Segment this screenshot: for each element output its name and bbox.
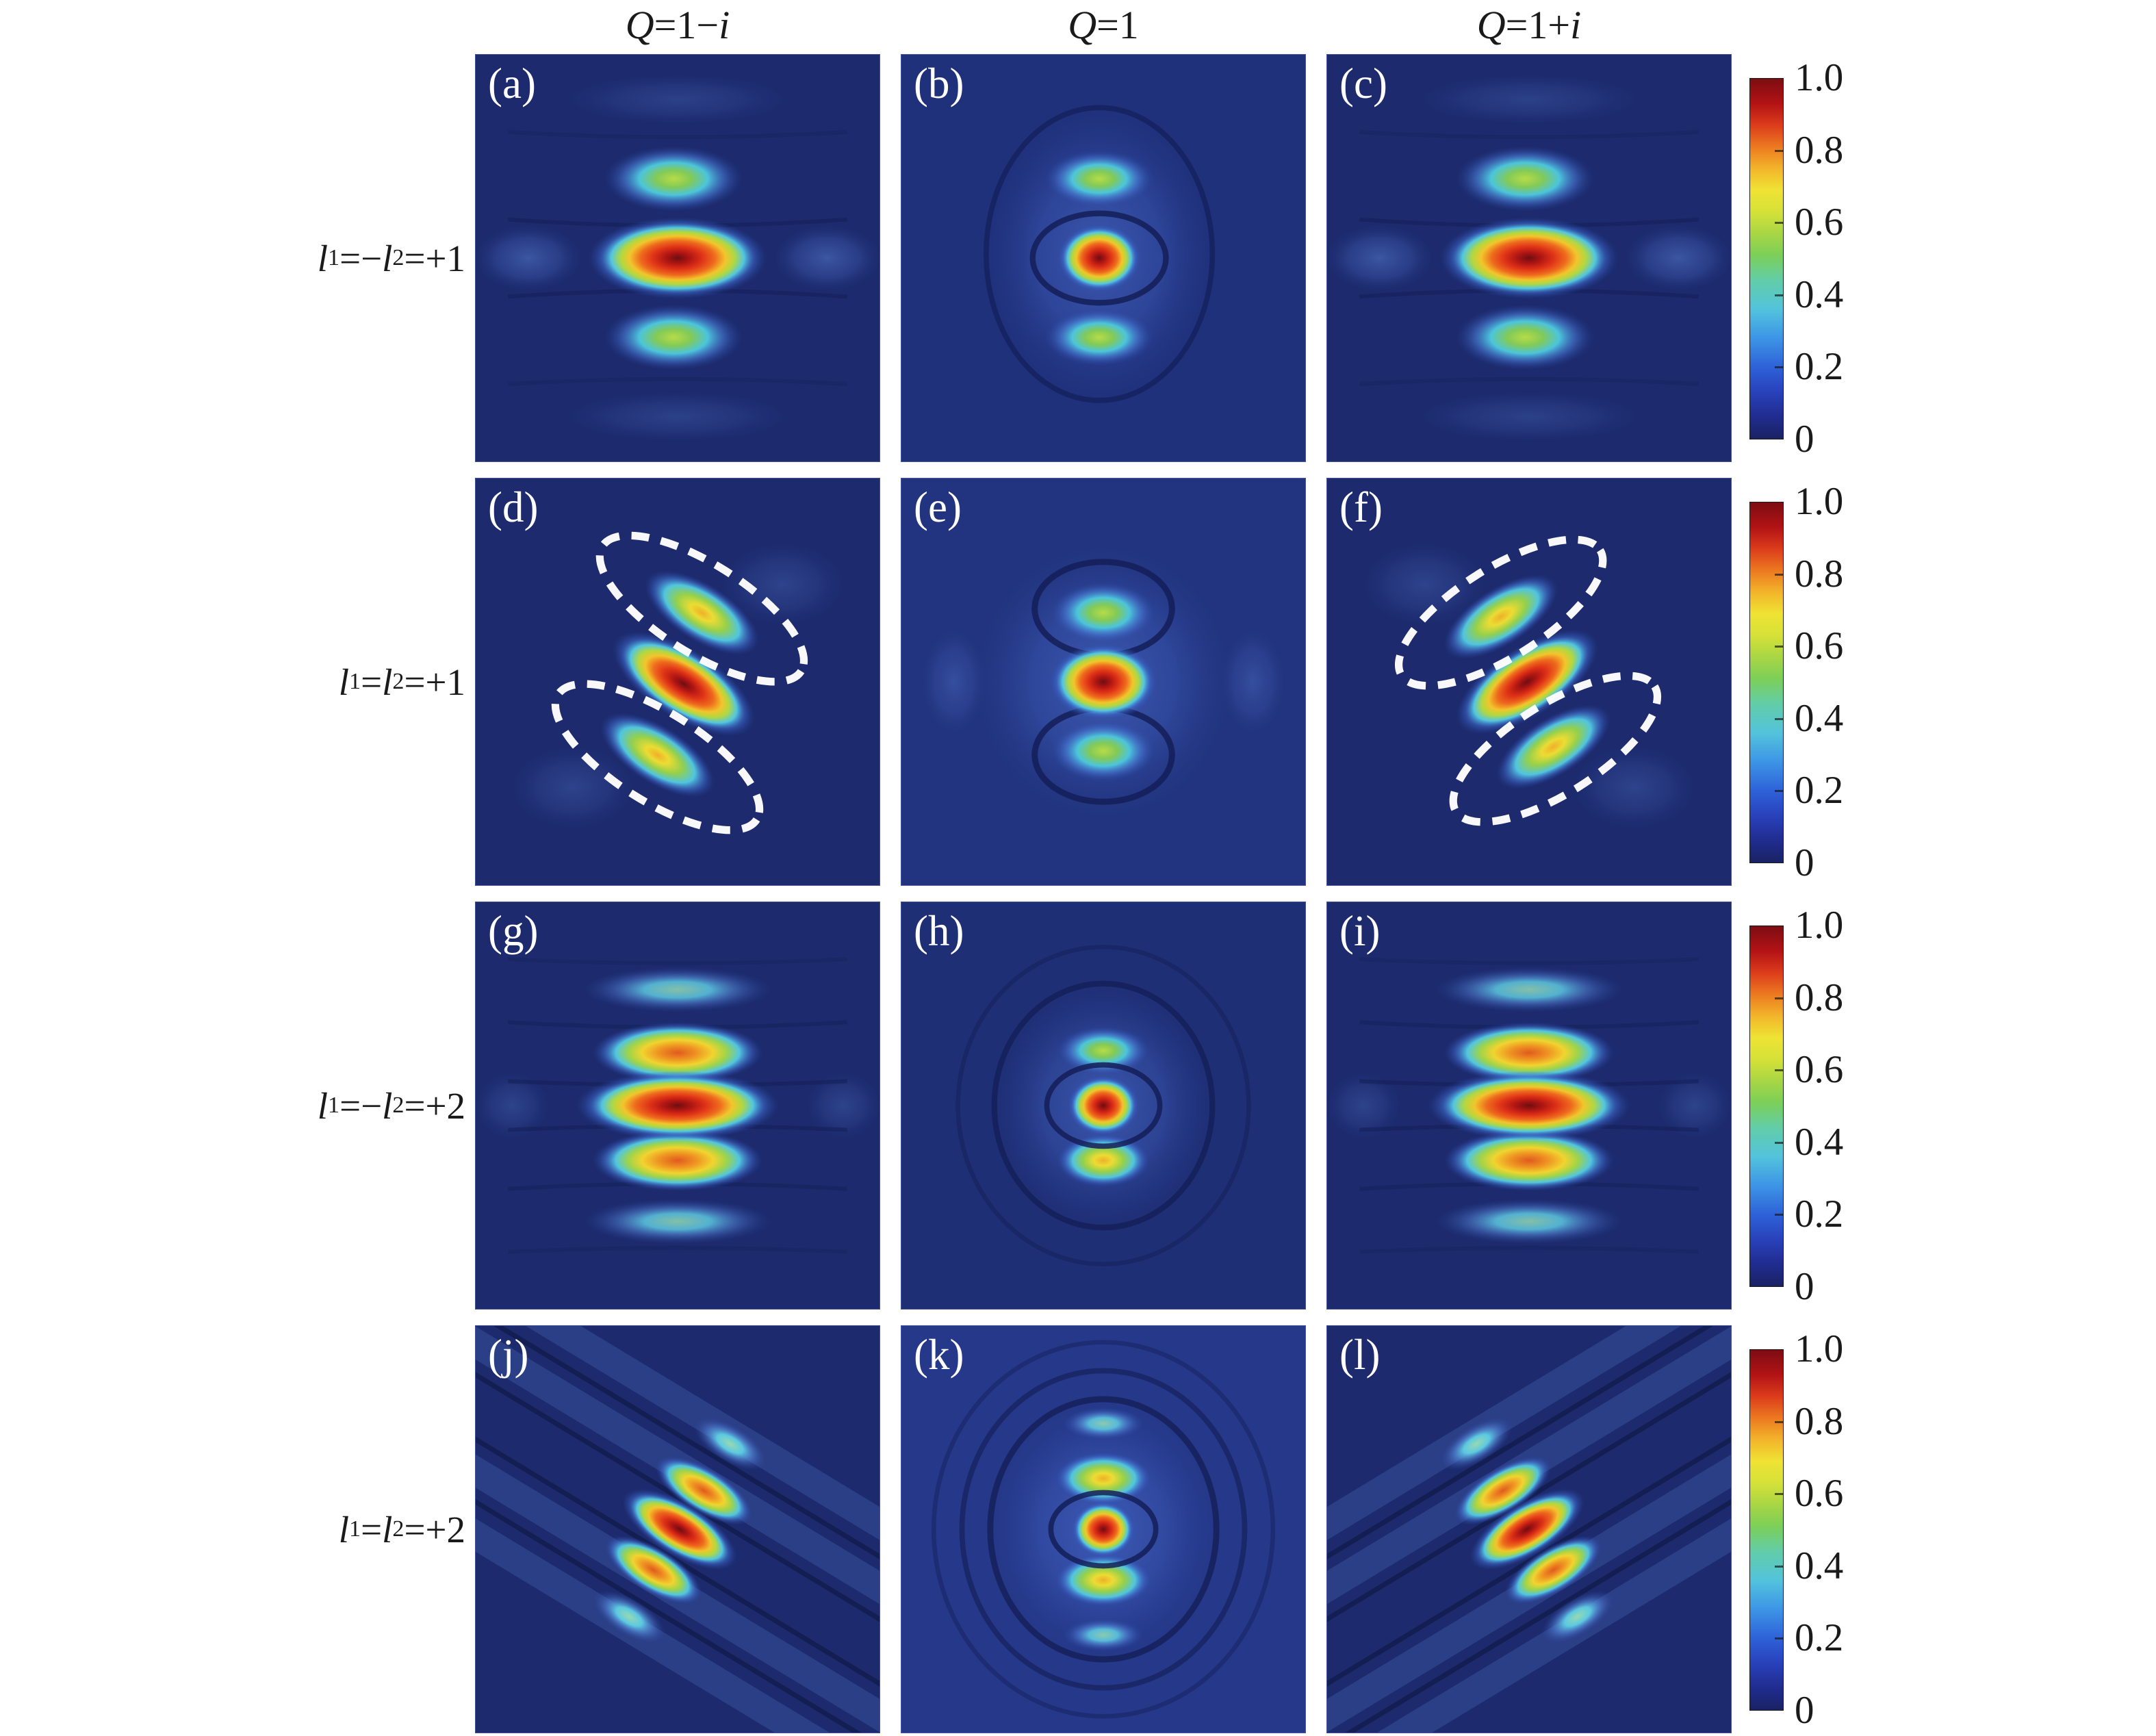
colorbar-tick-3-0.6: 0.6 (1795, 1472, 1844, 1516)
panel-letter-h: (h) (914, 907, 964, 955)
colorbar-tickmark (1775, 294, 1783, 296)
panel-l: (l) (1326, 1325, 1732, 1733)
panel-letter-i: (i) (1339, 907, 1381, 955)
colorbar-tickmark (1775, 717, 1783, 720)
panel-letter-e: (e) (914, 483, 962, 531)
colorbar-tick-0-0: 0 (1795, 418, 1814, 461)
colorbar-tick-2-0.6: 0.6 (1795, 1048, 1844, 1092)
colorbar-tick-3-0: 0 (1795, 1689, 1814, 1732)
colorbar-gradient-0 (1749, 78, 1784, 439)
colorbar-tick-1-0.4: 0.4 (1795, 696, 1844, 740)
column-header-2: Q=1+i (1476, 3, 1582, 47)
colorbar-tick-1-1.0: 1.0 (1795, 480, 1844, 523)
panel-d: (d) (475, 478, 880, 886)
panel-letter-c: (c) (1339, 60, 1387, 107)
dashed-ellipse-annotation (551, 680, 764, 834)
panel-h: (h) (901, 902, 1306, 1310)
colorbar-tickmark (1775, 1069, 1783, 1072)
colorbar-tick-1-0.2: 0.2 (1795, 769, 1844, 813)
colorbar-tick-2-0.2: 0.2 (1795, 1192, 1844, 1236)
colorbar-gradient-2 (1749, 926, 1784, 1287)
colorbar-tickmark (1775, 646, 1783, 648)
row-label-3: l 1 = l 2 =+2 (338, 1508, 465, 1550)
colorbar-gradient-1 (1749, 502, 1784, 863)
column-header-1: Q=1 (1068, 3, 1139, 47)
colorbar-tickmark (1775, 1637, 1783, 1640)
panel-letter-k: (k) (914, 1331, 964, 1379)
colorbar-tick-0-1.0: 1.0 (1795, 56, 1844, 99)
panel-letter-f: (f) (1339, 483, 1383, 531)
colorbar-tick-3-1.0: 1.0 (1795, 1327, 1844, 1370)
dashed-ellipse-annotation (595, 531, 808, 686)
panel-letter-l: (l) (1339, 1331, 1381, 1379)
colorbar-tick-3-0.4: 0.4 (1795, 1544, 1844, 1587)
panel-letter-d: (d) (488, 483, 539, 531)
colorbar-tick-2-0.8: 0.8 (1795, 975, 1844, 1019)
panel-f: (f) (1326, 478, 1732, 886)
colorbar-gradient-3 (1749, 1349, 1784, 1711)
colorbar-tick-0-0.2: 0.2 (1795, 345, 1844, 389)
panel-e: (e) (901, 478, 1306, 886)
colorbar-tickmark (1775, 222, 1783, 225)
panel-letter-j: (j) (488, 1331, 529, 1379)
panel-letter-g: (g) (488, 907, 539, 955)
panel-letter-a: (a) (488, 60, 536, 107)
colorbar-tickmark (1775, 1493, 1783, 1496)
panel-letter-b: (b) (914, 60, 964, 107)
panel-g: (g) (475, 902, 880, 1310)
colorbar-tick-2-1.0: 1.0 (1795, 904, 1844, 947)
colorbar-tick-3-0.8: 0.8 (1795, 1399, 1844, 1443)
panel-b: (b) (901, 54, 1306, 462)
colorbar-tick-0-0.8: 0.8 (1795, 128, 1844, 172)
panel-k: (k) (901, 1325, 1306, 1733)
row-label-0: l 1 =− l 2 =+1 (317, 237, 465, 279)
colorbar-tickmark (1775, 1141, 1783, 1144)
colorbar-tick-1-0: 0 (1795, 841, 1814, 884)
colorbar-tick-1-0.8: 0.8 (1795, 552, 1844, 596)
colorbar-tick-0-0.6: 0.6 (1795, 201, 1844, 244)
colorbar-tickmark (1775, 997, 1783, 999)
row-label-1: l 1 = l 2 =+1 (338, 661, 465, 703)
colorbar-tick-3-0.2: 0.2 (1795, 1616, 1844, 1660)
colorbar-tickmark (1775, 366, 1783, 369)
colorbar-tickmark (1775, 573, 1783, 576)
colorbar-tick-2-0.4: 0.4 (1795, 1120, 1844, 1164)
row-label-2: l 1 =− l 2 =+2 (317, 1084, 465, 1127)
colorbar-tick-0-0.4: 0.4 (1795, 272, 1844, 316)
colorbar-tickmark (1775, 1565, 1783, 1568)
panel-c: (c) (1326, 54, 1732, 462)
colorbar-tickmark (1775, 1420, 1783, 1423)
column-header-0: Q=1−i (625, 3, 730, 47)
colorbar-tickmark (1775, 149, 1783, 152)
colorbar-tickmark (1775, 790, 1783, 793)
colorbar-tick-2-0: 0 (1795, 1265, 1814, 1308)
colorbar-tick-1-0.6: 0.6 (1795, 624, 1844, 668)
panel-i: (i) (1326, 902, 1732, 1310)
panel-j: (j) (475, 1325, 880, 1733)
colorbar-tickmark (1775, 1214, 1783, 1216)
panel-a: (a) (475, 54, 880, 462)
